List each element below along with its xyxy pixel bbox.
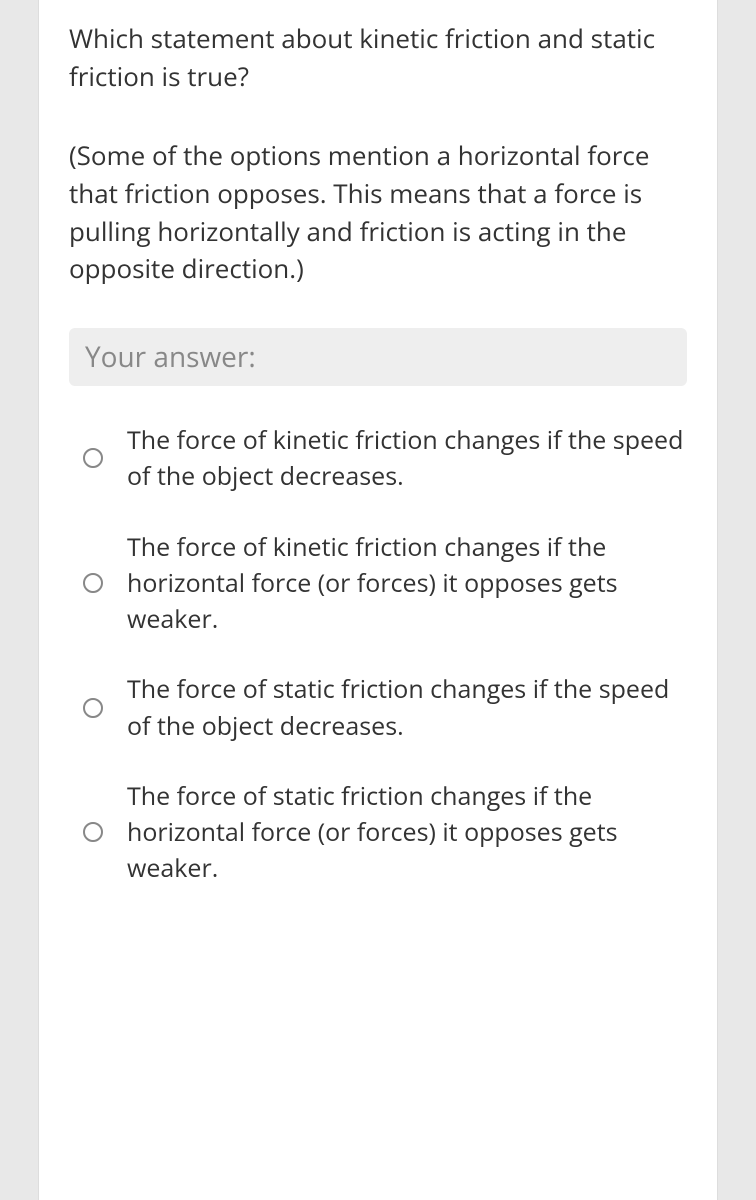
- option-text: The force of static friction changes if …: [127, 778, 687, 887]
- radio-icon[interactable]: [83, 573, 103, 593]
- option-text: The force of static friction changes if …: [127, 671, 687, 744]
- radio-icon[interactable]: [83, 698, 103, 718]
- option-row[interactable]: The force of kinetic friction changes if…: [83, 422, 687, 495]
- question-main-text: Which statement about kinetic friction a…: [69, 20, 687, 95]
- option-row[interactable]: The force of static friction changes if …: [83, 671, 687, 744]
- question-note-text: (Some of the options mention a horizonta…: [69, 137, 687, 288]
- option-row[interactable]: The force of kinetic friction changes if…: [83, 529, 687, 638]
- radio-icon[interactable]: [83, 822, 103, 842]
- answer-header: Your answer:: [69, 328, 687, 386]
- option-row[interactable]: The force of static friction changes if …: [83, 778, 687, 887]
- option-text: The force of kinetic friction changes if…: [127, 529, 687, 638]
- question-card: Which statement about kinetic friction a…: [38, 0, 718, 1200]
- options-list: The force of kinetic friction changes if…: [69, 422, 687, 887]
- option-text: The force of kinetic friction changes if…: [127, 422, 687, 495]
- radio-icon[interactable]: [83, 448, 103, 468]
